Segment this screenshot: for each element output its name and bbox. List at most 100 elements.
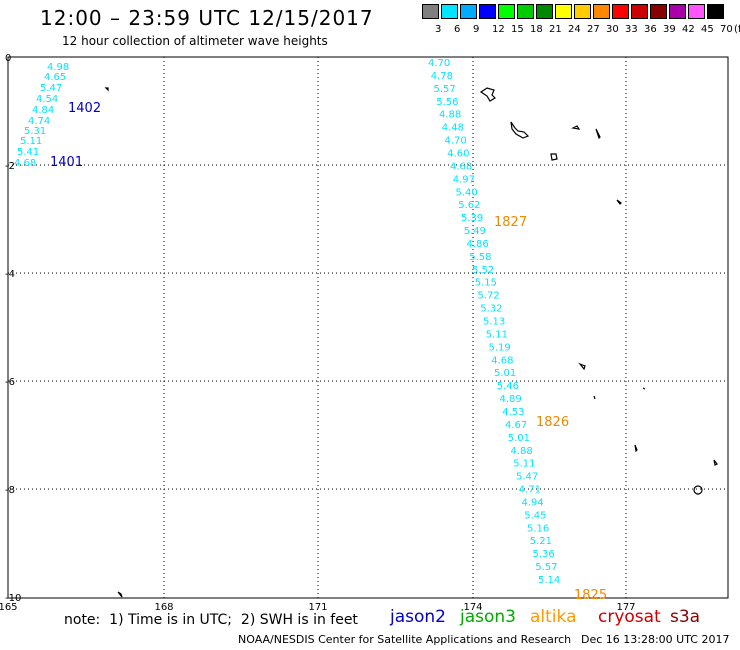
colorbar-label: 24 [568, 24, 581, 35]
wave-height-value: 5.46 [497, 381, 519, 392]
wave-height-value: 5.62 [458, 200, 480, 211]
island-outline [479, 87, 496, 102]
island-outline [104, 87, 109, 92]
lat-tick-label: -10 [5, 593, 21, 604]
colorbar-label: 36 [644, 24, 657, 35]
note-text: note: 1) Time is in UTC; 2) SWH is in fe… [64, 612, 358, 628]
wave-height-value: 5.19 [489, 342, 511, 353]
wave-height-value: 4.70 [445, 136, 467, 147]
colorbar-label: 45 [701, 24, 714, 35]
pass-time-label: 1825 [574, 588, 607, 603]
island-outline [693, 485, 703, 495]
wave-height-value: 5.13 [483, 317, 505, 328]
wave-height-value: 5.31 [24, 126, 46, 137]
wave-height-value: 4.68 [14, 158, 36, 169]
colorbar-swatch [460, 4, 477, 19]
lat-tick-label: -8 [5, 485, 15, 496]
wave-height-value: 5.52 [472, 265, 494, 276]
colorbar-label: 33 [625, 24, 638, 35]
island-outline [642, 387, 646, 390]
wave-height-value: 5.57 [434, 84, 456, 95]
legend-cryosat: cryosat [598, 607, 661, 627]
colorbar-swatch [650, 4, 667, 19]
legend-jason3: jason3 [460, 607, 516, 627]
wave-height-value: 4.54 [36, 94, 58, 105]
island-outline [571, 125, 581, 130]
lat-tick-label: -2 [5, 161, 15, 172]
wave-height-value: 4.48 [442, 123, 464, 134]
wave-height-value: 5.21 [530, 536, 552, 547]
colorbar-label: 9 [473, 24, 480, 35]
lon-tick-label: 165 [0, 602, 18, 613]
lon-tick-label: 177 [616, 602, 635, 613]
wave-height-value: 5.72 [478, 291, 500, 302]
island-outline [595, 128, 601, 140]
island-outline [550, 153, 558, 161]
wave-height-value: 4.68 [491, 355, 513, 366]
wave-height-value: 5.49 [464, 226, 486, 237]
wave-height-value: 5.40 [456, 187, 478, 198]
colorbar-label: 3 [435, 24, 442, 35]
wave-height-value: 4.94 [522, 497, 544, 508]
wave-height-value: 4.65 [44, 72, 66, 83]
colorbar-swatch [498, 4, 515, 19]
island-outline [578, 362, 586, 371]
pass-time-label: 1402 [68, 101, 101, 116]
colorbar-swatch [707, 4, 724, 19]
colorbar-swatch [612, 4, 629, 19]
wave-height-value: 5.58 [469, 252, 491, 263]
wave-height-value: 4.89 [500, 394, 522, 405]
wave-height-value: 4.60 [447, 148, 469, 159]
pass-time-label: 1827 [494, 215, 527, 230]
wave-height-value: 5.14 [538, 575, 560, 586]
island-outline [593, 395, 596, 400]
wave-height-value: 4.97 [453, 174, 475, 185]
wave-height-value: 5.47 [40, 83, 62, 94]
lon-tick-label: 168 [154, 602, 173, 613]
pass-time-label: 1401 [50, 155, 83, 170]
wave-height-value: 5.39 [461, 213, 483, 224]
colorbar-swatch [669, 4, 686, 19]
colorbar-swatch [631, 4, 648, 19]
wave-height-value: 5.32 [480, 304, 502, 315]
wave-height-value: 4.98 [47, 62, 69, 73]
colorbar-unit: (ft) [734, 24, 740, 35]
colorbar-label: 12 [492, 24, 505, 35]
wave-height-value: 5.41 [17, 147, 39, 158]
colorbar-label: 6 [454, 24, 461, 35]
colorbar-swatch [555, 4, 572, 19]
colorbar-swatch [517, 4, 534, 19]
wave-height-value: 5.36 [533, 549, 555, 560]
lat-tick-label: 0 [5, 53, 11, 64]
island-outline [510, 121, 530, 139]
colorbar-swatch [479, 4, 496, 19]
lon-tick-label: 171 [308, 602, 327, 613]
colorbar-swatch [441, 4, 458, 19]
colorbar-swatch [422, 4, 439, 19]
wave-height-value: 5.57 [535, 562, 557, 573]
island-outline [634, 444, 638, 453]
timestamp-text: Dec 16 13:28:00 UTC 2017 [581, 633, 730, 646]
wave-height-value: 5.11 [20, 136, 42, 147]
colorbar-label: 21 [549, 24, 562, 35]
lat-tick-label: -6 [5, 377, 15, 388]
pass-time-label: 1826 [536, 415, 569, 430]
wave-height-value: 4.70 [428, 58, 450, 69]
wave-height-value: 4.74 [28, 116, 50, 127]
wave-height-value: 5.11 [486, 329, 508, 340]
wave-height-value: 5.45 [524, 510, 546, 521]
colorbar-swatch [536, 4, 553, 19]
map-frame [7, 56, 729, 599]
wave-height-value: 5.47 [516, 472, 538, 483]
lat-tick-label: -4 [5, 269, 15, 280]
wave-height-value: 4.68 [450, 161, 472, 172]
wave-height-value: 5.11 [513, 459, 535, 470]
colorbar-swatch [574, 4, 591, 19]
legend-jason2: jason2 [390, 607, 446, 627]
legend-altika: altika [530, 607, 577, 627]
colorbar-swatch [593, 4, 610, 19]
wave-height-value: 4.88 [439, 110, 461, 121]
lon-tick-label: 174 [463, 602, 482, 613]
wave-height-value: 4.78 [431, 71, 453, 82]
